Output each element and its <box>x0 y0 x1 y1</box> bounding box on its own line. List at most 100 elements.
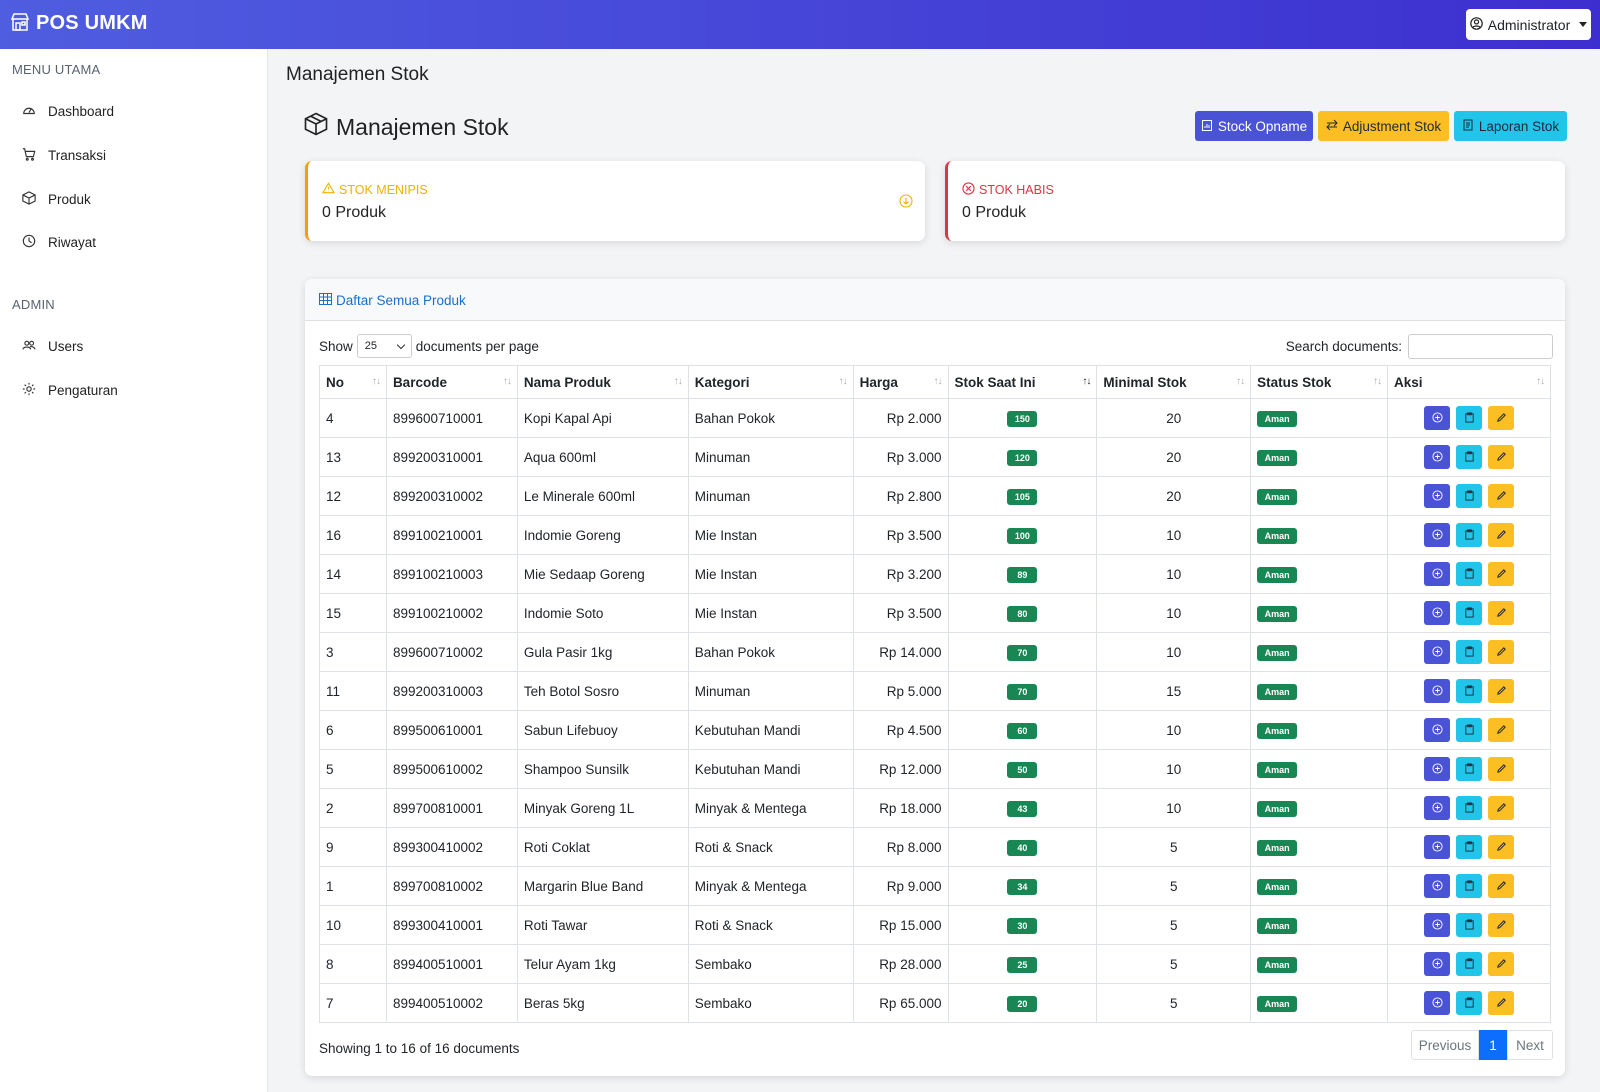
cell-aksi <box>1387 437 1551 477</box>
top-navbar: POS UMKM Administrator <box>0 0 1600 49</box>
table-row: 14 899100210003 Mie Sedaap Goreng Mie Insta… <box>319 554 1551 594</box>
stock-history-button[interactable] <box>1456 484 1483 508</box>
sidebar-item-pengaturan[interactable]: Pengaturan <box>22 373 252 407</box>
stock-history-button[interactable] <box>1456 406 1483 430</box>
stock-history-button[interactable] <box>1456 445 1483 469</box>
content-title-text: Manajemen Stok <box>336 113 509 140</box>
edit-button[interactable] <box>1488 601 1515 625</box>
pagination-previous[interactable]: Previous <box>1411 1030 1479 1060</box>
add-stock-button[interactable] <box>1424 952 1451 976</box>
add-stock-button[interactable] <box>1424 991 1451 1015</box>
arrow-down-circle-icon[interactable] <box>899 194 913 211</box>
cell-status: Aman <box>1250 476 1389 516</box>
add-stock-button[interactable] <box>1424 796 1451 820</box>
edit-button[interactable] <box>1488 874 1515 898</box>
cell-stok: 100 <box>947 515 1098 555</box>
plus-circle-icon <box>1431 996 1443 1011</box>
add-stock-button[interactable] <box>1424 523 1451 547</box>
product-table-card: Daftar Semua Produk Show 25 documents pe… <box>305 279 1565 1076</box>
speedometer-icon <box>22 103 36 120</box>
stock-history-button[interactable] <box>1456 874 1483 898</box>
column-header-stok-saat-ini[interactable]: Stok Saat Ini ↑↓ <box>947 365 1098 399</box>
cell-aksi <box>1387 905 1551 945</box>
cell-nama-produk: Beras 5kg <box>516 983 689 1023</box>
user-menu-button[interactable]: Administrator <box>1466 9 1591 40</box>
add-stock-button[interactable] <box>1424 640 1451 664</box>
x-circle-icon <box>962 182 975 198</box>
cell-aksi <box>1387 944 1551 984</box>
column-header-nama-produk[interactable]: Nama Produk ↑↓ <box>516 365 689 399</box>
column-header-kategori[interactable]: Kategori ↑↓ <box>687 365 854 399</box>
add-stock-button[interactable] <box>1424 445 1451 469</box>
status-badge: Aman <box>1257 722 1298 739</box>
stock-history-button[interactable] <box>1456 523 1483 547</box>
column-header-harga[interactable]: Harga ↑↓ <box>852 365 949 399</box>
stock-history-button[interactable] <box>1456 562 1483 586</box>
cell-kategori: Kebutuhan Mandi <box>687 749 854 789</box>
add-stock-button[interactable] <box>1424 562 1451 586</box>
edit-button[interactable] <box>1488 718 1515 742</box>
add-stock-button[interactable] <box>1424 679 1451 703</box>
add-stock-button[interactable] <box>1424 757 1451 781</box>
stock-history-button[interactable] <box>1456 718 1483 742</box>
brand[interactable]: POS UMKM <box>10 12 148 35</box>
add-stock-button[interactable] <box>1424 874 1451 898</box>
stok-badge: 60 <box>1007 722 1038 739</box>
add-stock-button[interactable] <box>1424 913 1451 937</box>
stock-opname-button[interactable]: Stock Opname <box>1195 111 1313 141</box>
row-actions <box>1394 718 1544 742</box>
stock-history-button[interactable] <box>1456 640 1483 664</box>
row-actions <box>1394 562 1544 586</box>
adjustment-stok-button[interactable]: Adjustment Stok <box>1318 111 1449 141</box>
stock-history-button[interactable] <box>1456 601 1483 625</box>
pagination-next[interactable]: Next <box>1507 1030 1553 1060</box>
add-stock-button[interactable] <box>1424 406 1451 430</box>
add-stock-button[interactable] <box>1424 718 1451 742</box>
row-actions <box>1394 406 1544 430</box>
column-header-no[interactable]: No ↑↓ <box>319 365 387 399</box>
edit-button[interactable] <box>1488 445 1515 469</box>
stock-history-button[interactable] <box>1456 835 1483 859</box>
sidebar-item-transaksi[interactable]: Transaksi <box>22 138 252 172</box>
per-page-select[interactable]: 25 <box>356 334 412 358</box>
pagination-page-1[interactable]: 1 <box>1479 1030 1507 1060</box>
stock-history-button[interactable] <box>1456 679 1483 703</box>
cell-nama-produk: Gula Pasir 1kg <box>516 632 689 672</box>
adjustment-stok-label: Adjustment Stok <box>1342 118 1442 134</box>
column-header-barcode[interactable]: Barcode ↑↓ <box>385 365 518 399</box>
edit-button[interactable] <box>1488 991 1515 1015</box>
add-stock-button[interactable] <box>1424 835 1451 859</box>
pencil-icon <box>1496 645 1507 660</box>
column-header-aksi[interactable]: Aksi ↑↓ <box>1387 365 1551 399</box>
column-header-minimal-stok[interactable]: Minimal Stok ↑↓ <box>1096 365 1252 399</box>
stock-history-button[interactable] <box>1456 796 1483 820</box>
stock-history-button[interactable] <box>1456 952 1483 976</box>
edit-button[interactable] <box>1488 796 1515 820</box>
edit-button[interactable] <box>1488 913 1515 937</box>
cell-aksi <box>1387 632 1551 672</box>
edit-button[interactable] <box>1488 523 1515 547</box>
cell-nama-produk: Telur Ayam 1kg <box>516 944 689 984</box>
edit-button[interactable] <box>1488 679 1515 703</box>
sidebar-item-riwayat[interactable]: Riwayat <box>22 225 252 259</box>
edit-button[interactable] <box>1488 562 1515 586</box>
sidebar-item-users[interactable]: Users <box>22 329 252 363</box>
cell-kategori: Sembako <box>687 983 854 1023</box>
edit-button[interactable] <box>1488 835 1515 859</box>
search-input[interactable] <box>1408 334 1553 359</box>
add-stock-button[interactable] <box>1424 484 1451 508</box>
sidebar-item-produk[interactable]: Produk <box>22 182 252 216</box>
stock-history-button[interactable] <box>1456 913 1483 937</box>
stock-history-button[interactable] <box>1456 757 1483 781</box>
stock-history-button[interactable] <box>1456 991 1483 1015</box>
column-header-status-stok[interactable]: Status Stok ↑↓ <box>1250 365 1389 399</box>
edit-button[interactable] <box>1488 484 1515 508</box>
edit-button[interactable] <box>1488 952 1515 976</box>
edit-button[interactable] <box>1488 640 1515 664</box>
edit-button[interactable] <box>1488 757 1515 781</box>
edit-button[interactable] <box>1488 406 1515 430</box>
sidebar-item-dashboard[interactable]: Dashboard <box>22 94 252 128</box>
add-stock-button[interactable] <box>1424 601 1451 625</box>
clipboard-icon <box>1464 411 1475 426</box>
laporan-stok-button[interactable]: Laporan Stok <box>1454 111 1567 141</box>
